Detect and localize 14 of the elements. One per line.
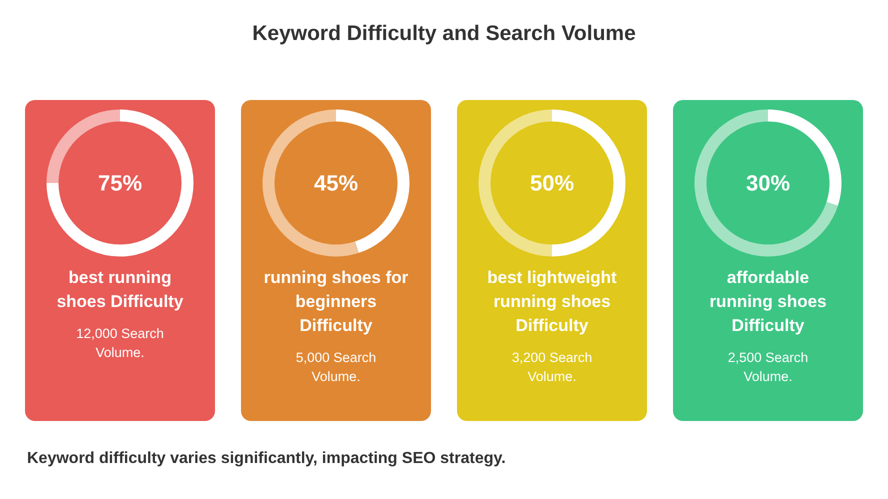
text: 3,200 Search Volume. xyxy=(510,349,594,386)
data-label: 45% xyxy=(314,170,358,196)
text: affordable running shoes Difficulty xyxy=(709,268,827,335)
data-label: 30% xyxy=(746,170,790,196)
data-label: 75% xyxy=(98,170,142,196)
text: 2,500 Search Volume. xyxy=(726,349,810,386)
data-label: 50% xyxy=(530,170,574,196)
text: running shoes for beginners Difficulty xyxy=(264,268,408,335)
text: best lightweight running shoes Difficulty xyxy=(487,268,617,335)
text: best running shoes Difficulty xyxy=(56,268,184,311)
text: Keyword difficulty varies significantly, impacting SEO strategy. xyxy=(27,450,506,468)
text: 5,000 Search Volume. xyxy=(294,349,378,386)
text: Keyword Difficulty and Search Volume xyxy=(251,22,637,46)
text: 12,000 Search Volume. xyxy=(75,325,165,362)
